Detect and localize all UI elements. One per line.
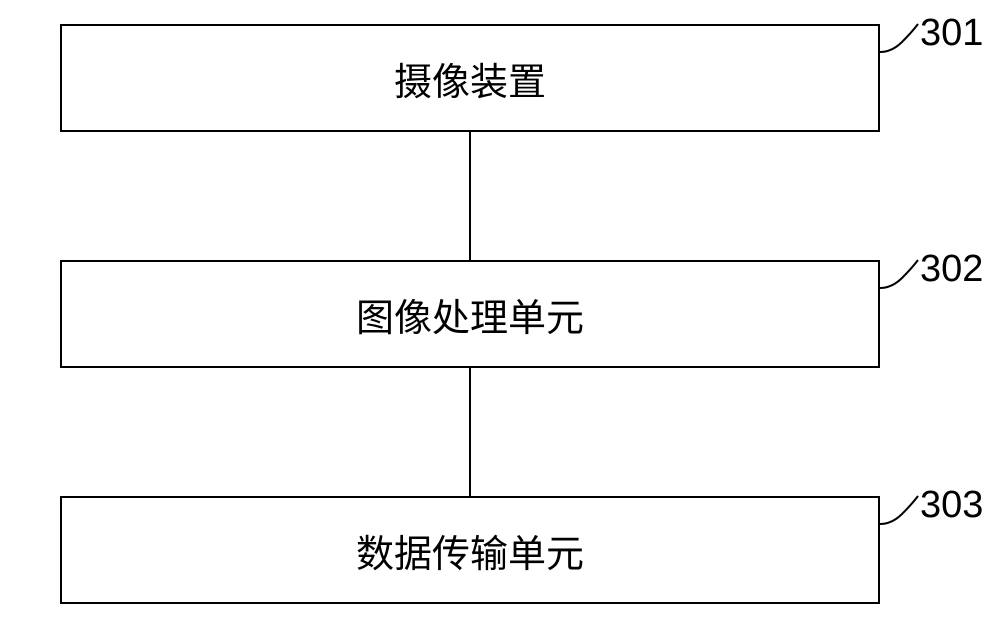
callout-curve-302 (878, 256, 922, 294)
callout-curve-303 (878, 492, 922, 530)
connector-1 (469, 132, 471, 260)
block-data-transmission-unit: 数据传输单元 (60, 496, 880, 604)
label-302: 302 (920, 248, 983, 291)
connector-2 (469, 368, 471, 496)
block-image-processing-unit-text: 图像处理单元 (356, 287, 584, 342)
flowchart-diagram: 摄像装置 301 图像处理单元 302 数据传输单元 303 (0, 0, 1000, 644)
label-303: 303 (920, 484, 983, 527)
block-data-transmission-unit-text: 数据传输单元 (356, 523, 584, 578)
label-301: 301 (920, 12, 983, 55)
callout-curve-301 (878, 20, 922, 58)
block-image-processing-unit: 图像处理单元 (60, 260, 880, 368)
block-camera-device-text: 摄像装置 (394, 51, 546, 106)
block-camera-device: 摄像装置 (60, 24, 880, 132)
